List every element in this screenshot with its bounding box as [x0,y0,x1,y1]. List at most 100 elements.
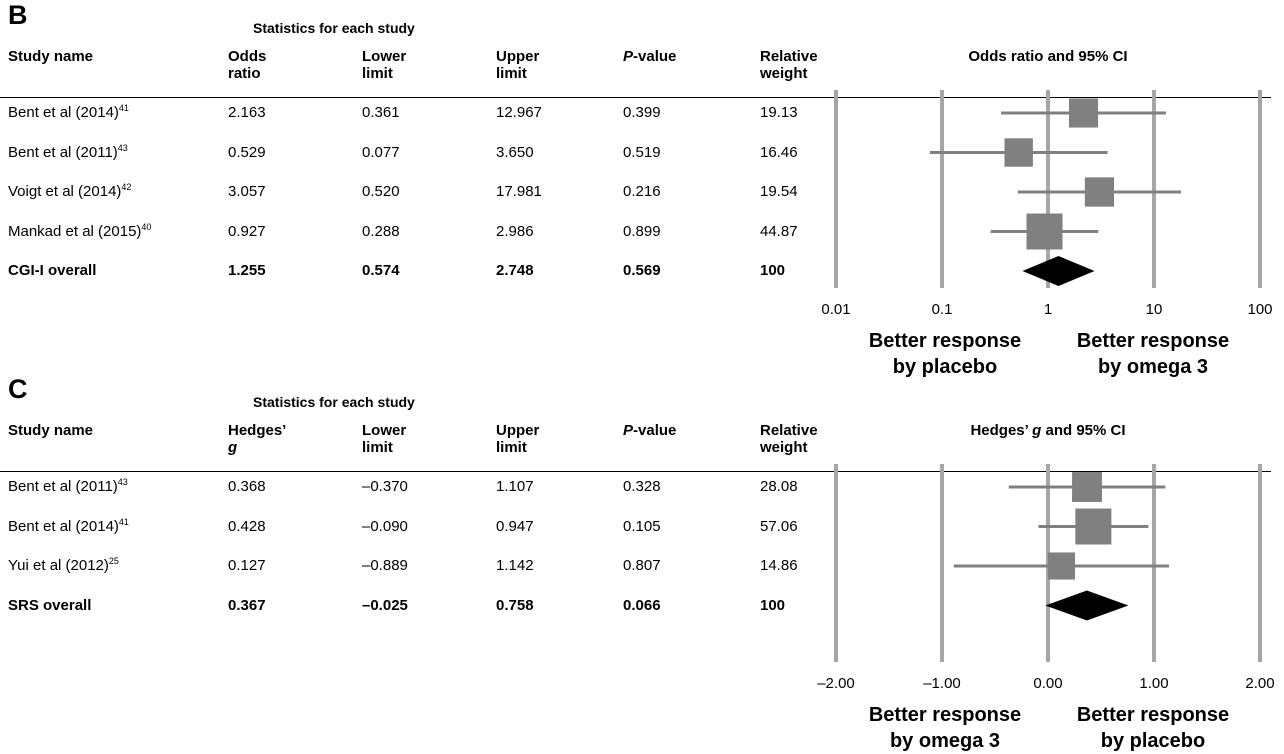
study-marker [1004,138,1033,167]
cell-p: 0.569 [623,262,661,279]
reference-superscript: 43 [117,477,128,487]
forest-plot-area: 0.01 0.1 1 10 100 [821,90,1273,318]
reference-superscript: 43 [117,142,128,153]
cell-effect: 0.367 [228,596,266,614]
x-tick-label: 100 [1247,301,1272,318]
panel-letter: B [8,0,28,30]
cell-weight: 100 [760,596,786,614]
x-tick-label: 2.00 [1245,675,1274,692]
plot-title: Odds ratio and 95% CI [968,48,1128,65]
overall-diamond [1045,590,1129,621]
cell-p: 0.105 [623,517,661,535]
panel-letter: C [8,374,28,404]
cell-upper: 1.142 [496,557,534,574]
x-tick-label: 0.01 [821,301,850,318]
cell-effect: 2.163 [228,104,266,121]
plot-title: Hedges’ g and 95% CI [970,422,1126,439]
cell-lower: 0.288 [362,222,400,240]
study-marker [1084,177,1115,207]
cell-weight: 44.87 [760,222,798,240]
cell-p: 0.066 [623,596,661,614]
cell-name: CGI-I overall [8,262,97,279]
x-tick-label: –2.00 [817,675,855,692]
cell-upper: 0.758 [496,596,534,614]
cell-lower: 0.361 [362,104,400,121]
forest-plot-panel-c: C Statistics for each study Study name H… [0,374,1284,752]
cell-p: 0.807 [623,557,661,574]
cell-p: 0.216 [623,183,661,200]
left-direction-label: Better response by omega 3 [868,704,1022,752]
cell-lower: 0.520 [362,183,400,200]
right-direction-label: Better response by placebo [1076,704,1230,752]
cell-p: 0.899 [623,222,661,240]
reference-superscript: 41 [118,103,129,113]
cell-weight: 57.06 [760,517,798,535]
cell-p: 0.519 [623,143,661,161]
header-relative-weight: Relative weight [760,422,818,456]
cell-lower: 0.077 [362,143,400,161]
cell-weight: 28.08 [760,478,798,495]
header-p-value: P-value [623,422,677,439]
cell-upper: 2.748 [496,262,534,279]
cell-weight: 16.46 [760,143,798,161]
cell-name: Bent et al (2011)43 [8,142,128,161]
reference-superscript: 42 [121,182,132,192]
reference-superscript: 25 [108,556,119,566]
forest-plot-panel-b: B Statistics for each study Study name O… [0,0,1284,378]
cell-p: 0.328 [623,478,661,495]
cell-upper: 17.981 [496,183,542,200]
cell-weight: 100 [760,262,786,279]
x-tick-label: –1.00 [923,675,961,692]
cell-name: Voigt et al (2014)42 [8,182,132,201]
cell-weight: 14.86 [760,557,798,574]
header-lower-limit: Lower limit [362,422,407,456]
forest-plot-area: –2.00 –1.00 0.00 1.00 2.00 [817,464,1275,692]
x-tick-label: 10 [1146,301,1163,318]
stats-title: Statistics for each study [253,394,415,410]
x-tick-label: 1 [1044,301,1052,318]
cell-weight: 19.13 [760,104,798,121]
stats-title: Statistics for each study [253,20,415,36]
header-upper-limit: Upper limit [496,48,540,82]
study-marker [1068,98,1099,128]
x-tick-label: 0.1 [932,301,953,318]
cell-lower: –0.370 [362,478,408,495]
header-relative-weight: Relative weight [760,48,818,82]
cell-effect: 0.428 [228,517,266,535]
reference-superscript: 40 [141,221,152,232]
cell-upper: 1.107 [496,478,534,495]
header-lower-limit: Lower limit [362,48,407,82]
x-tick-label: 1.00 [1139,675,1168,692]
study-marker [1047,552,1076,580]
cell-name: Mankad et al (2015)40 [8,221,152,240]
header-divider [0,97,1271,98]
header-upper-limit: Upper limit [496,422,540,456]
cell-effect: 3.057 [228,183,266,200]
reference-superscript: 41 [118,516,129,527]
cell-name: Yui et al (2012)25 [8,556,119,575]
overall-diamond [1022,256,1095,286]
cell-upper: 12.967 [496,104,542,121]
cell-upper: 0.947 [496,517,534,535]
cell-name: SRS overall [8,596,92,614]
cell-name: Bent et al (2011)43 [8,477,128,496]
cell-upper: 2.986 [496,222,534,240]
header-study-name: Study name [8,48,94,65]
header-divider [0,471,1271,472]
cell-lower: –0.889 [362,557,408,574]
cell-lower: –0.025 [362,596,408,614]
right-direction-label: Better response by omega 3 [1076,330,1230,378]
header-effect: Hedges’ g [228,422,287,456]
left-direction-label: Better response by placebo [868,330,1022,378]
cell-weight: 19.54 [760,183,798,200]
cell-name: Bent et al (2014)41 [8,516,129,535]
cell-lower: 0.574 [362,262,400,279]
cell-effect: 0.368 [228,478,266,495]
header-effect: Odds ratio [228,48,267,82]
cell-name: Bent et al (2014)41 [8,103,129,122]
study-marker [1075,508,1112,545]
cell-effect: 0.927 [228,222,266,240]
cell-lower: –0.090 [362,517,408,535]
study-marker [1072,472,1102,502]
study-marker [1026,213,1063,250]
